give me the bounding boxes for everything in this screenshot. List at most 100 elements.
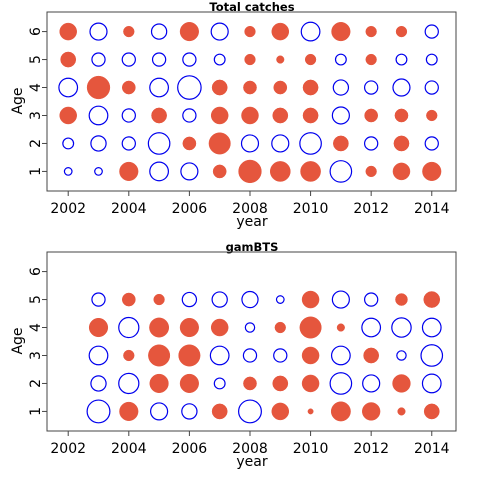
bubble-negative [62, 137, 75, 150]
bubble-positive [271, 402, 290, 421]
bubble-negative [392, 78, 411, 97]
x-tick-label: 2010 [293, 441, 329, 457]
bubble-negative [271, 134, 290, 153]
bubble-negative [213, 377, 226, 390]
panel-total-catches: Total catches 2002 2004 2006 2008 2010 2012 20… [10, 0, 457, 230]
bubble-negative [94, 167, 103, 176]
x-tick-label: 2004 [111, 441, 147, 457]
bubble-negative [90, 135, 107, 152]
bubble-negative [421, 317, 442, 338]
bubble-negative [149, 77, 170, 98]
bubble-positive [330, 401, 351, 422]
bubble-negative [213, 53, 226, 66]
bubble-negative [421, 373, 442, 394]
bubble-negative [275, 295, 285, 304]
bubble-positive [178, 344, 201, 367]
bubble-negative [58, 77, 79, 98]
x-tick-label: 2010 [293, 201, 329, 217]
x-tick-label: 2006 [172, 201, 208, 217]
bubble-negative [364, 136, 379, 151]
y-axis-label: Age [10, 327, 26, 354]
bubble-positive [299, 316, 322, 339]
bubble-positive [301, 374, 320, 393]
bubble-positive [393, 135, 410, 152]
bubble-positive [272, 375, 289, 392]
bubble-positive [302, 79, 319, 96]
bubble-positive [182, 136, 197, 151]
bubble-negative [241, 290, 259, 309]
bubble-negative [242, 348, 258, 363]
y-tick-label: 4 [28, 323, 44, 332]
bubble-positive [208, 132, 231, 155]
bubble-negative [331, 290, 350, 309]
bubble-negative [147, 132, 171, 155]
bubble-negative [273, 348, 288, 363]
bubble-negative [209, 345, 230, 366]
bubble-negative [90, 375, 107, 392]
bubble-positive [59, 106, 77, 125]
bubble-negative [420, 344, 444, 367]
bubble-positive [148, 344, 171, 367]
chart-title: gamBTS [226, 240, 279, 254]
bubble-negative [332, 79, 350, 96]
bubble-positive [211, 79, 228, 96]
bubble-positive [274, 321, 286, 334]
bubble-negative [182, 108, 197, 123]
bubble-negative [244, 322, 256, 333]
bubble-negative [63, 167, 73, 176]
x-tick-label: 2012 [353, 441, 389, 457]
x-tick-label: 2002 [50, 441, 86, 457]
bubble-negative [118, 372, 140, 395]
bubble-negative [329, 372, 353, 395]
bubble-positive [331, 22, 351, 42]
bubble-positive [302, 107, 319, 124]
y-tick-label: 3 [28, 111, 44, 120]
chart-title: Total catches [209, 0, 294, 14]
bubble-positive [300, 161, 321, 182]
y-axis-label: Age [10, 87, 26, 114]
x-axis-label: year [236, 454, 267, 470]
bubble-positive [179, 22, 199, 42]
bubble-positive [362, 402, 381, 421]
x-axis: 2002 2004 2006 2008 2010 2012 2014 [50, 431, 450, 457]
y-tick-label: 2 [28, 139, 44, 148]
bubble-positive [210, 106, 229, 125]
y-tick-label: 5 [28, 55, 44, 64]
bubble-positive [272, 107, 289, 124]
bubble-positive [119, 161, 139, 181]
bubble-negative [330, 345, 351, 366]
x-tick-label: 2008 [232, 441, 268, 457]
y-tick-label: 1 [28, 407, 44, 416]
bubble-positive [121, 80, 136, 95]
bubble-negative [238, 399, 262, 424]
bubble-positive [395, 25, 408, 38]
y-tick-label: 5 [28, 295, 44, 304]
y-tick-label: 1 [28, 167, 44, 176]
bubble-positive [153, 293, 165, 306]
bubble-negative [151, 52, 167, 67]
bubble-positive [269, 161, 291, 182]
bubble-negative [121, 108, 136, 123]
bubble-positive [271, 22, 290, 41]
bubble-positive [423, 291, 441, 308]
bubble-positive [301, 290, 320, 309]
y-tick-label: 6 [28, 267, 44, 276]
bubble-positive [363, 347, 380, 364]
bubble-positive [423, 403, 440, 420]
y-tick-label: 2 [28, 379, 44, 388]
bubble-positive [307, 408, 314, 415]
bubble-positive [395, 293, 408, 306]
bubble-positive [304, 53, 317, 66]
bubble-negative [210, 22, 229, 41]
bubble-negative [88, 105, 109, 126]
plot-frame [46, 251, 457, 432]
bubble-positive [151, 107, 167, 124]
bubble-negative [177, 75, 202, 100]
x-axis: 2002 2004 2006 2008 2010 2012 2014 [50, 191, 450, 217]
bubble-negative [121, 52, 136, 67]
bubble-negative [329, 160, 353, 183]
bubble-negative [182, 52, 197, 67]
bubble-positive [241, 106, 259, 125]
bubble-negative [391, 317, 412, 338]
bubble-negative [424, 136, 439, 151]
